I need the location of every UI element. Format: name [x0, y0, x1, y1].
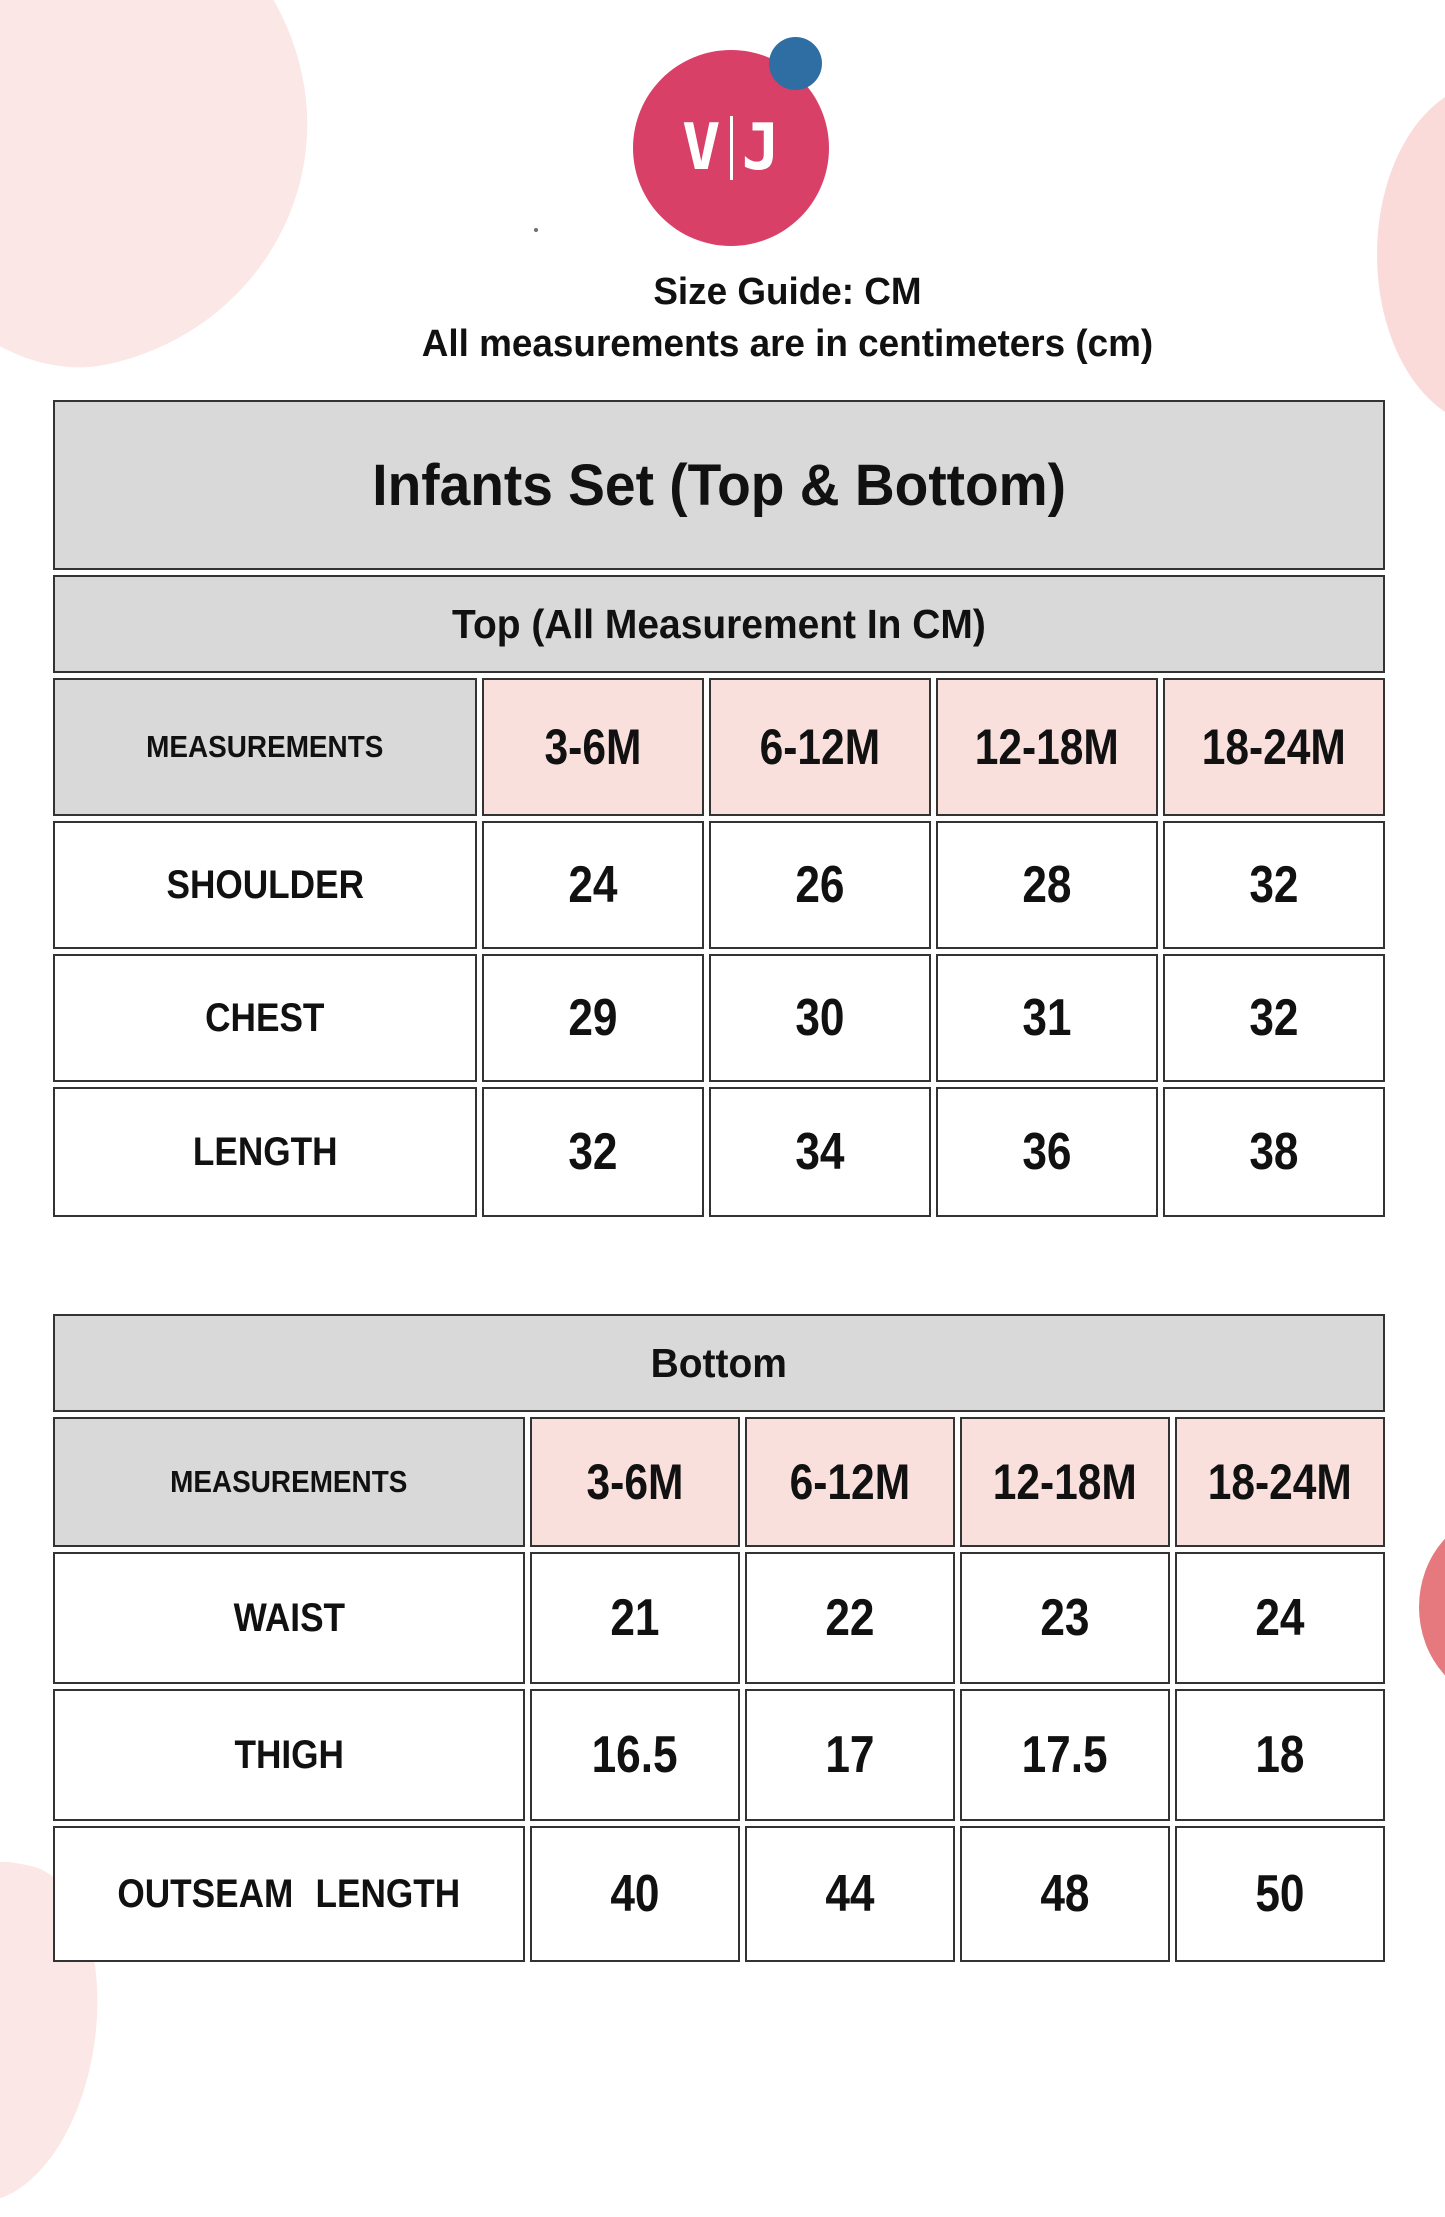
decorative-blob-bottom-right [1419, 1512, 1445, 1702]
table-infants-set-top: Infants Set (Top & Bottom) Top (All Meas… [53, 400, 1385, 1217]
header-cell-size-6-12m: 6-12M [709, 678, 931, 816]
value-cell: 21 [530, 1552, 740, 1684]
measurement-value: 17 [825, 1726, 875, 1784]
size-label: 12-18M [974, 719, 1120, 775]
value-cell: 29 [482, 954, 704, 1082]
value-cell: 32 [482, 1087, 704, 1217]
logo-letter-j: J [741, 111, 781, 185]
row-label-cell-waist: WAIST [53, 1552, 525, 1684]
value-cell: 24 [1175, 1552, 1385, 1684]
measurement-value: 30 [795, 989, 845, 1047]
measurement-value: 44 [825, 1865, 875, 1923]
size-label: 3-6M [544, 719, 642, 775]
row-label: SHOULDER [166, 862, 364, 907]
measurement-value: 24 [1255, 1589, 1305, 1647]
table-title: Infants Set (Top & Bottom) [372, 452, 1066, 518]
measurement-value: 21 [610, 1589, 660, 1647]
value-cell: 17.5 [960, 1689, 1170, 1821]
logo-letter-v: V [681, 111, 721, 185]
table-subtitle: Top (All Measurement In CM) [452, 600, 986, 647]
header-label: MEASUREMENTS [170, 1464, 408, 1499]
measurement-value: 28 [1022, 856, 1072, 914]
logo-blue-dot [769, 37, 822, 90]
measurement-value: 23 [1040, 1589, 1090, 1647]
header-cell-size-18-24m: 18-24M [1163, 678, 1385, 816]
row-label: OUTSEAM LENGTH [117, 1871, 461, 1916]
value-cell: 23 [960, 1552, 1170, 1684]
table-bottom: Bottom MEASUREMENTS 3-6M 6-12M 12-18M 18… [53, 1314, 1385, 1962]
value-cell: 18 [1175, 1689, 1385, 1821]
measurement-value: 48 [1040, 1865, 1090, 1923]
row-label: WAIST [233, 1595, 345, 1640]
measurement-value: 50 [1255, 1865, 1305, 1923]
measurement-value: 38 [1249, 1123, 1299, 1181]
value-cell: 38 [1163, 1087, 1385, 1217]
size-label: 18-24M [1207, 1454, 1353, 1510]
measurement-value: 32 [568, 1123, 618, 1181]
logo-divider-bar [729, 116, 733, 180]
value-cell: 16.5 [530, 1689, 740, 1821]
header-cell-size-6-12m: 6-12M [745, 1417, 955, 1547]
table-title: Bottom [650, 1339, 788, 1386]
value-cell: 32 [1163, 821, 1385, 949]
measurement-value: 29 [568, 989, 618, 1047]
value-cell: 26 [709, 821, 931, 949]
value-cell: 48 [960, 1826, 1170, 1962]
measurement-value: 34 [795, 1123, 845, 1181]
value-cell: 17 [745, 1689, 955, 1821]
value-cell: 44 [745, 1826, 955, 1962]
measurement-value: 32 [1249, 989, 1299, 1047]
value-cell: 50 [1175, 1826, 1385, 1962]
page-title: Size Guide: CM [653, 271, 922, 313]
measurement-value: 16.5 [591, 1726, 679, 1784]
size-label: 6-12M [759, 719, 881, 775]
row-label: CHEST [205, 995, 325, 1040]
header-cell-size-3-6m: 3-6M [530, 1417, 740, 1547]
header-cell-size-12-18m: 12-18M [936, 678, 1158, 816]
page-subtitle: All measurements are in centimeters (cm) [421, 323, 1154, 365]
value-cell: 36 [936, 1087, 1158, 1217]
row-label-cell-thigh: THIGH [53, 1689, 525, 1821]
header-cell-size-18-24m: 18-24M [1175, 1417, 1385, 1547]
value-cell: 40 [530, 1826, 740, 1962]
row-label: THIGH [234, 1732, 344, 1777]
size-label: 12-18M [992, 1454, 1138, 1510]
value-cell: 30 [709, 954, 931, 1082]
value-cell: 32 [1163, 954, 1385, 1082]
row-label-cell-length: LENGTH [53, 1087, 477, 1217]
value-cell: 24 [482, 821, 704, 949]
size-label: 3-6M [586, 1454, 684, 1510]
size-label: 18-24M [1201, 719, 1347, 775]
decorative-blob-top-right [1377, 82, 1445, 427]
measurement-value: 31 [1022, 989, 1072, 1047]
size-label: 6-12M [789, 1454, 911, 1510]
table-title-cell: Infants Set (Top & Bottom) [53, 400, 1385, 570]
measurement-value: 22 [825, 1589, 875, 1647]
measurement-value: 18 [1255, 1726, 1305, 1784]
measurement-value: 32 [1249, 856, 1299, 914]
row-label-cell-chest: CHEST [53, 954, 477, 1082]
row-label: LENGTH [192, 1129, 338, 1174]
table-title-cell: Bottom [53, 1314, 1385, 1412]
value-cell: 34 [709, 1087, 931, 1217]
speck-dot [534, 228, 538, 232]
row-label-cell-shoulder: SHOULDER [53, 821, 477, 949]
measurement-value: 17.5 [1021, 1726, 1109, 1784]
header-label: MEASUREMENTS [146, 729, 384, 764]
measurement-value: 36 [1022, 1123, 1072, 1181]
page-heading: Size Guide: CM All measurements are in c… [130, 266, 1445, 370]
measurement-value: 24 [568, 856, 618, 914]
header-cell-measurements: MEASUREMENTS [53, 1417, 525, 1547]
row-label-cell-outseam-length: OUTSEAM LENGTH [53, 1826, 525, 1962]
header-cell-measurements: MEASUREMENTS [53, 678, 477, 816]
measurement-value: 26 [795, 856, 845, 914]
table-subtitle-cell: Top (All Measurement In CM) [53, 575, 1385, 673]
brand-logo-letters: V J [682, 111, 780, 185]
value-cell: 28 [936, 821, 1158, 949]
measurement-value: 40 [610, 1865, 660, 1923]
value-cell: 22 [745, 1552, 955, 1684]
header-cell-size-12-18m: 12-18M [960, 1417, 1170, 1547]
value-cell: 31 [936, 954, 1158, 1082]
header-cell-size-3-6m: 3-6M [482, 678, 704, 816]
